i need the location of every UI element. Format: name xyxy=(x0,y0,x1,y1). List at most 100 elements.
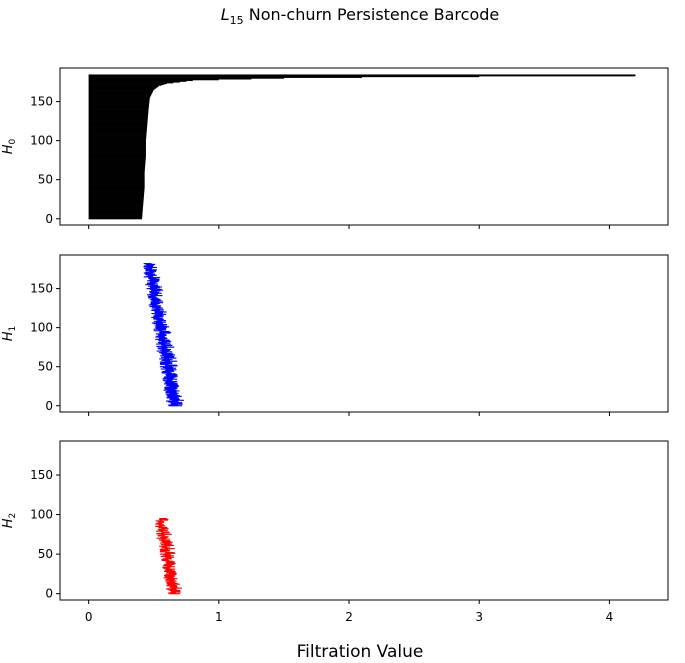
barcode-bar xyxy=(153,316,164,318)
barcode-bar xyxy=(150,295,163,297)
barcode-bar xyxy=(164,367,177,369)
barcode-bar xyxy=(88,209,143,211)
barcode-bar xyxy=(88,158,146,160)
y-tick-label: 0 xyxy=(45,212,53,226)
y-axis-label: H0 xyxy=(1,138,18,154)
barcode-bar xyxy=(88,148,146,150)
y-tick-label: 0 xyxy=(45,399,53,413)
barcode-bar xyxy=(149,305,160,308)
barcode-bar xyxy=(88,135,147,137)
barcode-bar xyxy=(167,589,177,591)
barcode-bar xyxy=(88,131,147,133)
barcode-bar xyxy=(88,77,284,79)
barcode-bar xyxy=(88,90,154,92)
barcode-bar xyxy=(88,145,146,147)
barcode-bar xyxy=(162,567,171,569)
barcode-bar xyxy=(157,347,168,349)
barcode-bar xyxy=(147,297,158,299)
barcode-bar xyxy=(169,398,180,401)
barcode-bar xyxy=(158,329,167,331)
barcode-bar xyxy=(88,97,150,99)
barcode-bar xyxy=(88,84,162,86)
barcode-bar xyxy=(167,578,178,580)
barcode-bar xyxy=(88,212,143,214)
y-tick-label: 100 xyxy=(30,134,53,148)
barcode-bar xyxy=(164,552,176,554)
barcode-bar xyxy=(157,320,167,322)
barcode-bar xyxy=(160,533,172,535)
barcode-bar xyxy=(88,210,143,212)
barcode-bar xyxy=(158,339,170,341)
barcode-bar xyxy=(166,378,178,380)
barcode-bar xyxy=(148,296,157,298)
barcode-bar xyxy=(88,216,143,218)
barcode-bar xyxy=(88,137,147,139)
barcode-bar xyxy=(163,570,176,573)
barcode-bar xyxy=(165,588,176,590)
barcode-bar xyxy=(165,382,177,384)
barcode-bar xyxy=(159,330,170,333)
barcode-bar xyxy=(88,141,146,143)
barcode-bar xyxy=(88,82,174,84)
barcode-bar xyxy=(88,122,148,125)
barcode-bar xyxy=(161,359,170,362)
barcode-bar xyxy=(148,285,160,287)
barcode-bar xyxy=(158,342,171,344)
barcode-bar xyxy=(163,383,178,385)
barcode-bar xyxy=(168,395,182,397)
barcode-bar xyxy=(166,373,176,375)
barcode-bar xyxy=(156,323,168,326)
barcode-bar xyxy=(88,172,145,175)
barcode-bar xyxy=(88,202,144,204)
barcode-bar xyxy=(88,172,145,174)
barcode-bar xyxy=(88,107,149,109)
barcode-bar xyxy=(148,277,161,279)
barcode-bar xyxy=(164,544,175,546)
barcode-bar xyxy=(165,364,177,366)
y-axis-label: H2 xyxy=(1,513,18,529)
barcode-bar xyxy=(151,322,163,324)
barcode-bar xyxy=(88,192,145,194)
barcode-bar xyxy=(88,101,150,103)
barcode-bar xyxy=(152,306,162,308)
barcode-bar xyxy=(88,120,148,122)
barcode-bar xyxy=(162,366,174,369)
barcode-bar xyxy=(163,564,173,566)
barcode-bar xyxy=(88,105,149,107)
barcode-bar xyxy=(159,358,170,360)
y-label-main: H xyxy=(1,144,16,154)
barcode-bar xyxy=(88,218,143,220)
barcode-bar xyxy=(151,308,160,310)
barcode-bar xyxy=(160,363,173,365)
barcode-bar xyxy=(170,590,181,592)
barcode-bar xyxy=(158,521,164,524)
barcode-bar xyxy=(146,275,154,277)
barcode-bar xyxy=(88,94,151,96)
barcode-bar xyxy=(158,527,168,529)
barcode-bar xyxy=(156,326,170,328)
barcode-bar xyxy=(163,543,172,545)
barcode-bar xyxy=(160,368,174,370)
barcode-bar xyxy=(88,162,146,164)
barcode-bar xyxy=(166,560,174,562)
barcode-bar xyxy=(151,309,160,312)
barcode-bar xyxy=(166,397,180,399)
y-label-subscript: 1 xyxy=(8,326,18,332)
barcode-bar xyxy=(150,298,161,301)
barcode-bar xyxy=(153,318,164,320)
barcode-bar xyxy=(88,166,146,168)
barcode-bar xyxy=(149,278,160,280)
barcode-bar xyxy=(153,309,164,311)
barcode-bar xyxy=(159,361,171,363)
barcode-bar xyxy=(145,270,156,272)
barcode-bar xyxy=(157,521,164,523)
barcode-bar xyxy=(155,324,165,326)
barcode-bar xyxy=(88,160,146,162)
barcode-bar xyxy=(88,187,145,189)
barcode-bar xyxy=(165,562,175,564)
barcode-bar xyxy=(165,393,177,395)
barcode-bar xyxy=(156,532,165,535)
